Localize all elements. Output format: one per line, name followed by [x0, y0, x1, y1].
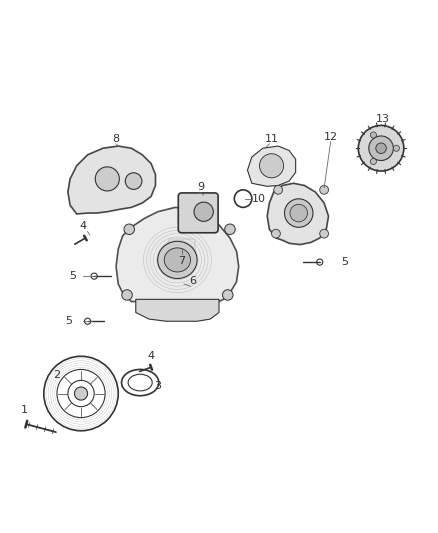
- Circle shape: [74, 387, 88, 400]
- Ellipse shape: [125, 173, 142, 189]
- Text: 10: 10: [252, 193, 266, 204]
- Text: 8: 8: [113, 134, 120, 144]
- Ellipse shape: [259, 154, 284, 178]
- Text: 12: 12: [324, 132, 338, 142]
- Circle shape: [177, 244, 187, 254]
- Circle shape: [376, 143, 386, 154]
- Circle shape: [194, 202, 213, 221]
- Text: 9: 9: [197, 182, 204, 192]
- Circle shape: [371, 158, 376, 165]
- Polygon shape: [247, 146, 296, 187]
- Text: 5: 5: [65, 316, 72, 326]
- Polygon shape: [68, 146, 155, 214]
- Text: 5: 5: [70, 271, 77, 281]
- FancyBboxPatch shape: [169, 239, 195, 259]
- Text: 7: 7: [178, 255, 185, 265]
- Text: 13: 13: [376, 114, 390, 124]
- Text: 2: 2: [53, 370, 60, 381]
- Circle shape: [225, 224, 235, 235]
- Circle shape: [272, 229, 280, 238]
- Polygon shape: [136, 300, 219, 321]
- Ellipse shape: [95, 167, 119, 191]
- Circle shape: [393, 145, 399, 151]
- Text: 4: 4: [148, 351, 155, 361]
- Circle shape: [274, 185, 283, 194]
- Circle shape: [320, 185, 328, 194]
- Circle shape: [122, 290, 132, 300]
- Polygon shape: [267, 183, 328, 245]
- Circle shape: [320, 229, 328, 238]
- FancyBboxPatch shape: [178, 193, 218, 233]
- Circle shape: [371, 132, 376, 138]
- Ellipse shape: [290, 204, 307, 222]
- Text: 11: 11: [265, 134, 279, 144]
- Ellipse shape: [164, 248, 191, 272]
- Text: 5: 5: [342, 257, 349, 267]
- Ellipse shape: [158, 241, 197, 279]
- Circle shape: [358, 125, 404, 171]
- Circle shape: [124, 224, 134, 235]
- Ellipse shape: [285, 199, 313, 227]
- Polygon shape: [116, 207, 239, 306]
- Text: 3: 3: [154, 381, 161, 391]
- Circle shape: [223, 290, 233, 300]
- Text: 1: 1: [21, 406, 28, 415]
- Text: 6: 6: [189, 276, 196, 286]
- Text: 4: 4: [80, 221, 87, 231]
- Circle shape: [369, 136, 393, 160]
